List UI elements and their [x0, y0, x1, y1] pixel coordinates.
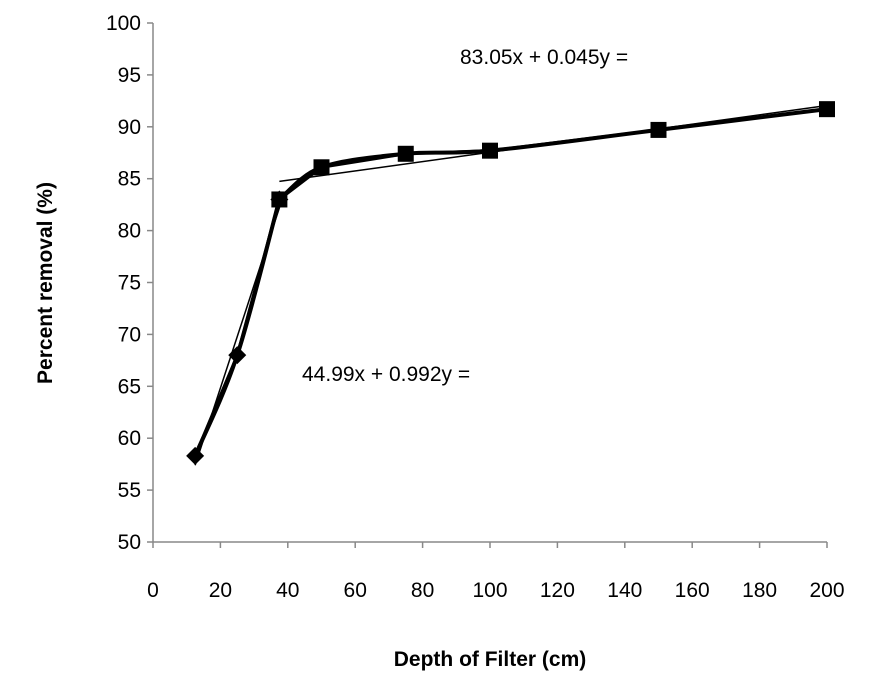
y-tick-label: 90	[118, 116, 141, 139]
y-tick-label: 60	[118, 427, 141, 450]
x-tick-label: 60	[344, 579, 367, 602]
y-tick-label: 70	[118, 323, 141, 346]
diamond-marker	[186, 446, 205, 465]
y-tick-label: 85	[118, 168, 141, 191]
x-tick-label: 0	[147, 579, 159, 602]
series-0-line	[193, 199, 281, 457]
x-tick-label: 100	[472, 579, 507, 602]
square-marker	[650, 121, 667, 138]
square-marker	[819, 101, 835, 118]
square-marker	[271, 191, 288, 208]
tick-labels: 50 55 60 65 70 75 80 85 90 95 100 0 20 40 60 80 100 120 14…	[106, 12, 845, 602]
square-marker	[313, 159, 330, 176]
series-lines	[193, 107, 828, 457]
square-marker	[397, 145, 414, 162]
y-tick-label: 65	[118, 375, 141, 398]
markers	[186, 101, 835, 465]
series-1-smooth-line	[278, 107, 828, 202]
x-tick-label: 160	[675, 579, 710, 602]
x-tick-label: 180	[742, 579, 777, 602]
x-tick-label: 200	[809, 579, 844, 602]
y-tick-label: 95	[118, 64, 141, 87]
x-tick-label: 140	[607, 579, 642, 602]
trendlines	[194, 104, 828, 466]
trendline-equation-lower: 44.99x + 0.992y =	[302, 363, 470, 386]
x-tick-label: 80	[411, 579, 434, 602]
axes	[147, 22, 828, 548]
x-tick-label: 40	[276, 579, 299, 602]
x-tick-label: 120	[540, 579, 575, 602]
y-tick-label: 80	[118, 220, 141, 243]
y-axis-title: Percent removal (%)	[34, 182, 57, 384]
square-marker	[482, 142, 498, 159]
series-1-line	[278, 107, 828, 201]
x-tick-label: 20	[209, 579, 232, 602]
x-axis-title: Depth of Filter (cm)	[394, 648, 587, 671]
diamond-marker	[228, 346, 247, 365]
series-0-smooth-line	[193, 198, 282, 457]
y-tick-label: 75	[118, 272, 141, 295]
y-tick-label: 50	[118, 531, 141, 554]
y-tick-label: 100	[106, 12, 141, 35]
y-tick-label: 55	[118, 479, 141, 502]
trendline-equation-upper: 83.05x + 0.045y =	[460, 46, 628, 69]
